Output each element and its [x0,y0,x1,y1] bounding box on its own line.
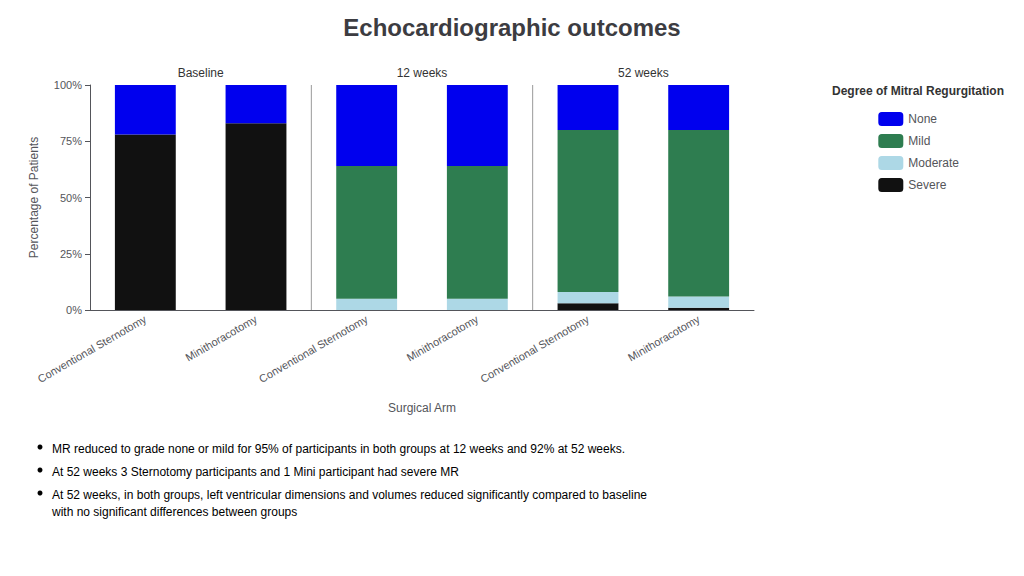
svg-text:Percentage of Patients: Percentage of Patients [27,137,41,258]
svg-text:Minithoracotomy: Minithoracotomy [626,313,702,364]
svg-text:Conventional Sternotomy: Conventional Sternotomy [257,313,370,385]
svg-text:Echocardiographic outcomes: Echocardiographic outcomes [343,14,680,41]
svg-text:75%: 75% [60,135,82,147]
svg-text:Baseline: Baseline [178,66,224,80]
svg-text:100%: 100% [54,79,82,91]
svg-text:Surgical Arm: Surgical Arm [388,401,456,415]
svg-text:Severe: Severe [908,178,946,192]
svg-text:0%: 0% [66,304,82,316]
svg-text:None: None [908,112,937,126]
svg-text:with no significant difference: with no significant differences between … [51,505,297,519]
svg-text:25%: 25% [60,248,82,260]
svg-text:12 weeks: 12 weeks [397,66,448,80]
svg-text:MR reduced to grade none or mi: MR reduced to grade none or mild for 95%… [52,442,625,456]
svg-text:Minithoracotomy: Minithoracotomy [405,313,481,364]
svg-text:Conventional Sternotomy: Conventional Sternotomy [36,313,149,385]
svg-text:Conventional Sternotomy: Conventional Sternotomy [478,313,591,385]
svg-text:50%: 50% [60,192,82,204]
svg-text:At 52 weeks, in both groups, l: At 52 weeks, in both groups, left ventri… [52,488,647,502]
svg-text:Moderate: Moderate [908,156,959,170]
svg-text:Mild: Mild [908,134,930,148]
svg-text:Degree of Mitral Regurgitation: Degree of Mitral Regurgitation [832,84,1004,98]
svg-text:At 52 weeks 3 Sternotomy parti: At 52 weeks 3 Sternotomy participants an… [52,465,459,479]
svg-text:Minithoracotomy: Minithoracotomy [183,313,259,364]
svg-text:52 weeks: 52 weeks [618,66,669,80]
